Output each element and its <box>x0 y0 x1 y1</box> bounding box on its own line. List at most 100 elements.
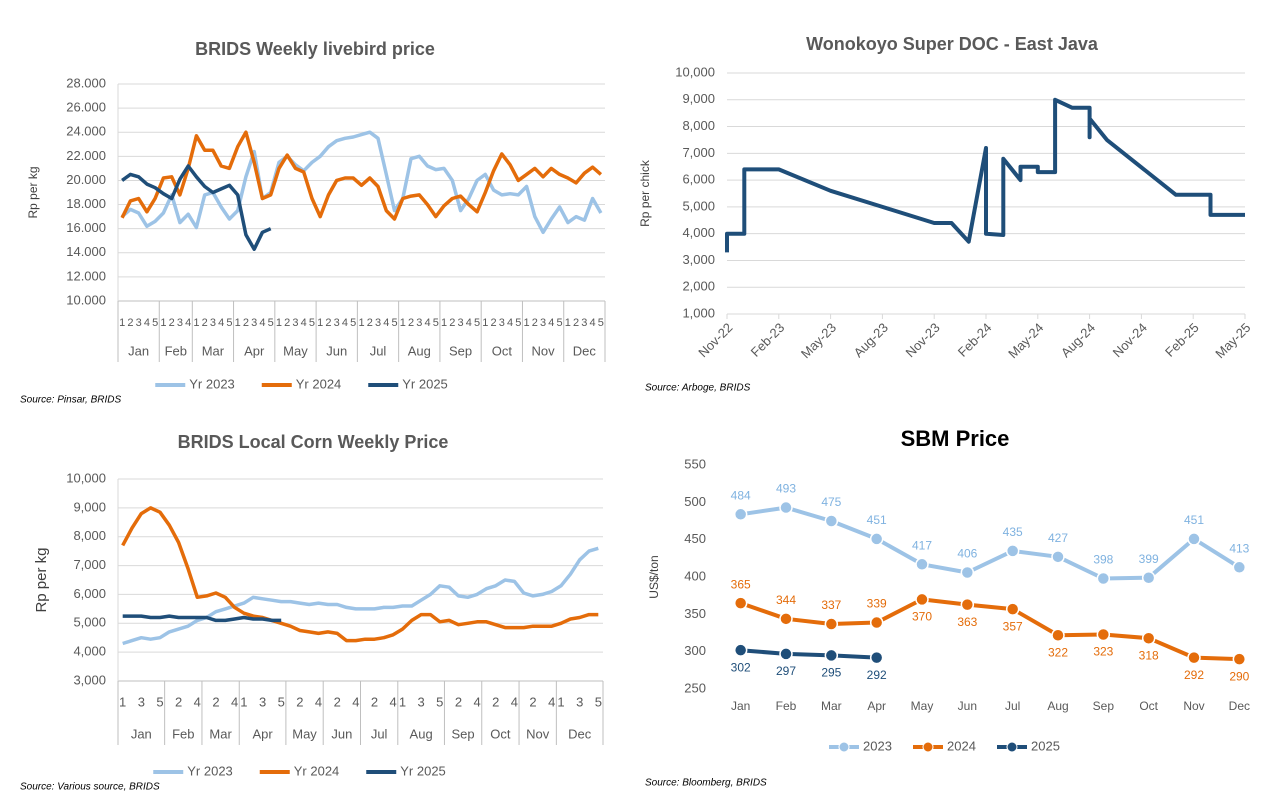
y-tick-label: 350 <box>684 606 706 621</box>
marker <box>915 557 929 572</box>
x-tick-label: 2 <box>529 694 536 709</box>
x-tick-label: 2 <box>212 694 219 709</box>
x-tick-label: 5 <box>515 317 521 329</box>
x-tick-label: 4 <box>466 317 472 329</box>
x-tick-label: 3 <box>576 694 583 709</box>
month-label: Jul <box>371 726 388 741</box>
x-tick-label: 4 <box>383 317 389 329</box>
x-tick-label: 2 <box>367 317 373 329</box>
marker <box>1005 602 1020 616</box>
series-line <box>121 506 599 643</box>
x-tick-label: 5 <box>278 694 285 709</box>
x-tick-label: 5 <box>350 317 356 329</box>
legend-marker <box>838 741 850 753</box>
legend-label: 2023 <box>863 738 892 753</box>
x-tick-label: 4 <box>144 317 150 329</box>
month-label: Jan <box>131 726 152 741</box>
series-line <box>122 614 282 623</box>
marker <box>1141 570 1156 585</box>
month-label: Jun <box>326 343 347 358</box>
data-label: 427 <box>1048 531 1068 545</box>
month-label: Feb <box>172 726 194 741</box>
x-tick-label: 1 <box>317 317 323 329</box>
chart: SBM Price 250 300 350 400 450 500 550 US$/ton Jan… <box>645 426 1250 789</box>
marker <box>1051 628 1065 642</box>
x-tick-label: Aug <box>1047 699 1068 713</box>
y-axis-label: Rp per kg <box>33 547 50 612</box>
y-tick-label: 10,000 <box>66 470 106 485</box>
data-label: 292 <box>867 668 887 682</box>
y-tick-label: 8,000 <box>73 528 106 543</box>
x-tick-label: 4 <box>590 317 596 329</box>
data-label: 292 <box>1184 668 1204 682</box>
chart: BRIDS Local Corn Weekly Price 3,000 4,000 5… <box>20 432 604 793</box>
data-label: 295 <box>821 666 841 680</box>
y-tick-label: 3,000 <box>73 672 106 687</box>
x-tick-label: 4 <box>194 694 201 709</box>
y-tick-label: 28.000 <box>66 75 106 90</box>
y-tick-label: 24.000 <box>66 124 106 139</box>
y-tick-label: 550 <box>684 456 706 471</box>
y-tick-label: 300 <box>684 643 706 658</box>
y-tick-label: 7,000 <box>73 557 106 572</box>
y-tick-label: 5,000 <box>682 198 715 213</box>
month-label: Sep <box>452 726 475 741</box>
y-tick-label: 4,000 <box>682 225 715 240</box>
month-label: Sep <box>449 343 472 358</box>
data-label: 451 <box>1184 513 1204 527</box>
x-tick-label: 2 <box>573 317 579 329</box>
month-label: May <box>283 343 308 358</box>
y-tick-label: 3,000 <box>682 252 715 267</box>
month-label: Jul <box>370 343 387 358</box>
y-tick-label: 1,000 <box>682 305 715 320</box>
marker <box>869 532 884 546</box>
y-tick-label: 10.000 <box>66 292 106 307</box>
series-line <box>740 505 1241 581</box>
data-label: 302 <box>731 660 751 674</box>
data-label: 417 <box>912 538 932 552</box>
data-label: 357 <box>1003 619 1023 633</box>
x-tick-label: Feb-24 <box>955 320 995 360</box>
x-tick-label: 1 <box>399 694 406 709</box>
x-tick-label: May-23 <box>798 320 839 361</box>
x-tick-label: 2 <box>455 694 462 709</box>
x-tick-label: 5 <box>557 317 563 329</box>
marker <box>960 597 975 612</box>
marker <box>1051 550 1065 564</box>
x-tick-label: Jul <box>1005 699 1020 713</box>
legend-label: Yr 2025 <box>402 376 448 391</box>
x-tick-label: 2 <box>175 694 182 709</box>
x-tick-label: 5 <box>436 694 443 709</box>
x-tick-label: 2 <box>449 317 455 329</box>
legend-label: 2025 <box>1031 738 1060 753</box>
marker <box>960 565 975 580</box>
month-label: Aug <box>408 343 431 358</box>
x-tick-label: 2 <box>284 317 290 329</box>
series-line <box>740 597 1240 662</box>
y-tick-label: 6,000 <box>73 586 106 601</box>
data-label: 337 <box>821 598 841 612</box>
marker <box>869 650 884 665</box>
data-label: 322 <box>1048 645 1068 659</box>
data-label: 451 <box>867 513 887 527</box>
x-tick-label: 5 <box>268 317 274 329</box>
x-tick-label: 1 <box>119 317 125 329</box>
month-label: Jan <box>128 343 149 358</box>
marker <box>915 592 929 607</box>
data-label: 297 <box>776 664 796 678</box>
series-line <box>740 648 877 660</box>
marker <box>1096 571 1111 586</box>
x-tick-label: 4 <box>511 694 518 709</box>
x-tick-label: 5 <box>598 317 604 329</box>
x-tick-label: 2 <box>492 694 499 709</box>
x-tick-label: 4 <box>352 694 359 709</box>
x-tick-label: Aug-24 <box>1058 320 1098 360</box>
x-tick-label: 1 <box>565 317 571 329</box>
x-tick-label: 3 <box>292 317 298 329</box>
y-tick-label: 250 <box>684 680 706 695</box>
x-tick-label: 4 <box>507 317 513 329</box>
x-tick-label: 2 <box>169 317 175 329</box>
y-tick-label: 20.000 <box>66 172 106 187</box>
data-label: 413 <box>1229 541 1249 555</box>
y-tick-label: 22.000 <box>66 148 106 163</box>
